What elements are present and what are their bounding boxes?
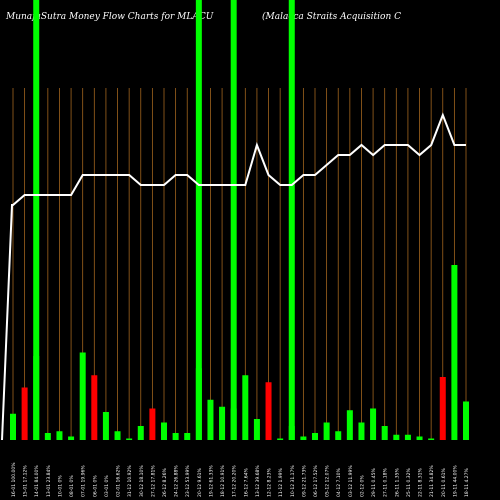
bar-02-01-2025 [114, 431, 121, 440]
x-tick-label: 10-12 31.17% [290, 465, 296, 497]
bar-02-12-2024 [358, 422, 365, 440]
x-tick-labels: 16-01 100.00% 15-01 17.12% 14-01 84.00% 13-… [11, 462, 470, 497]
bar-23-12-2024 [184, 433, 191, 440]
x-tick-label: 29-11 0.45% [371, 467, 377, 497]
bar-16-12-2024 [242, 375, 249, 440]
bar-10-12-2024 [288, 426, 295, 440]
bar-26-12-2024 [161, 422, 167, 440]
bar-18-11-2024 [463, 401, 469, 440]
x-tick-label: 13-01 23.84% [46, 465, 52, 497]
chart-title: MunafaSutra Money Flow Charts for MLACU [6, 12, 214, 22]
chart-header: MunafaSutra Money Flow Charts for MLACU … [0, 0, 500, 32]
bar-09-12-2024 [300, 436, 307, 440]
bar-06-12-2024 [312, 433, 318, 440]
highlight-band [288, 0, 295, 440]
bar-27-11-2024 [381, 426, 388, 440]
x-tick-label: 12-12 8.23% [267, 467, 273, 497]
grid-lines [12, 88, 467, 440]
x-tick-label: 02-01 16.62% [116, 465, 122, 497]
highlight-bands [33, 0, 295, 440]
bar-16-01-2025 [10, 413, 16, 440]
x-tick-label: 08-01 0% [69, 475, 75, 497]
x-tick-label: 23-12 53.99% [185, 465, 191, 497]
x-tick-label: 30-12 18.10% [139, 465, 145, 497]
bar-31-12-2024 [126, 438, 133, 440]
x-tick-label: 18-11 4.27% [464, 467, 470, 497]
bar-15-01-2025 [21, 387, 28, 440]
money-flow-bars [10, 265, 469, 440]
bar-12-12-2024 [265, 382, 272, 440]
x-tick-label: 10-01 0% [57, 475, 63, 497]
x-tick-label: 26-11 1.35% [394, 467, 400, 497]
x-tick-label: 27-12 17.81% [150, 465, 156, 497]
bar-05-12-2024 [323, 422, 330, 440]
x-tick-label: 22-11 8.31% [418, 467, 424, 497]
x-tick-label: 20-12 9.61% [197, 467, 203, 497]
x-tick-label: 06-12 17.52% [313, 465, 319, 497]
bar-26-11-2024 [393, 434, 400, 440]
bar-04-12-2024 [335, 431, 342, 440]
bar-03-01-2025 [102, 412, 109, 440]
x-tick-label: 17-12 20.20% [232, 465, 238, 497]
chart-subtitle: (Malacca Straits Acquisition C [262, 12, 401, 22]
x-tick-label: 02-12 0% [359, 475, 365, 497]
x-tick-label: 24-12 26.88% [174, 465, 180, 497]
x-tick-label: 27-11 0.18% [383, 467, 389, 497]
bar-14-01-2025 [33, 356, 40, 440]
bar-13-12-2024 [253, 419, 260, 440]
x-tick-label: 20-11 0.61% [441, 467, 447, 497]
bar-30-12-2024 [137, 426, 144, 440]
x-tick-label: 31-12 10.92% [127, 465, 133, 497]
bar-18-12-2024 [219, 406, 226, 440]
bar-21-11-2024 [428, 438, 435, 440]
bar-19-12-2024 [207, 399, 214, 440]
bar-17-12-2024 [230, 408, 237, 440]
x-tick-label: 05-12 12.07% [325, 465, 331, 497]
bar-07-01-2025 [79, 352, 86, 440]
bar-19-11-2024 [451, 265, 458, 440]
x-tick-label: 16-12 7.64% [243, 467, 249, 497]
bar-20-11-2024 [439, 377, 446, 440]
x-tick-label: 06-01 0% [92, 475, 98, 497]
x-tick-label: 26-12 8.26% [162, 467, 168, 497]
bar-27-12-2024 [149, 408, 156, 440]
x-tick-label: 15-01 17.12% [23, 465, 29, 497]
x-tick-label: 04-12 7.10% [336, 467, 342, 497]
bar-13-01-2025 [44, 433, 51, 440]
x-tick-label: 19-11 44.00% [452, 465, 458, 497]
x-tick-label: 14-01 84.00% [34, 465, 40, 497]
x-tick-label: 09-12 21.73% [301, 465, 307, 497]
highlight-band [33, 0, 40, 440]
bar-20-12-2024 [195, 368, 202, 440]
bar-25-11-2024 [404, 434, 411, 440]
bar-29-11-2024 [370, 408, 377, 440]
x-tick-label: 11-12 1.99% [278, 467, 284, 497]
price-line [1, 112, 466, 441]
x-tick-label: 13-12 39.68% [255, 465, 261, 497]
bar-06-01-2025 [91, 375, 98, 440]
bar-08-01-2025 [68, 436, 75, 440]
x-tick-label: 07-01 19.96% [81, 465, 87, 497]
x-tick-label: 03-01 0% [104, 475, 110, 497]
bar-24-12-2024 [172, 433, 179, 440]
bar-11-12-2024 [277, 438, 284, 440]
x-tick-label: 21-11 34.82% [429, 465, 435, 497]
highlight-band [195, 0, 202, 440]
bar-22-11-2024 [416, 436, 423, 440]
highlight-band [230, 0, 237, 440]
x-tick-label: 25-11 0.32% [406, 467, 412, 497]
bar-03-12-2024 [346, 410, 353, 440]
x-tick-label: 19-12 61.33% [208, 465, 214, 497]
x-tick-label: 16-01 100.00% [11, 462, 17, 497]
x-tick-label: 18-12 10.91% [220, 465, 226, 497]
x-tick-label: 03-12 11.99% [348, 465, 354, 497]
bar-10-01-2025 [56, 431, 63, 440]
